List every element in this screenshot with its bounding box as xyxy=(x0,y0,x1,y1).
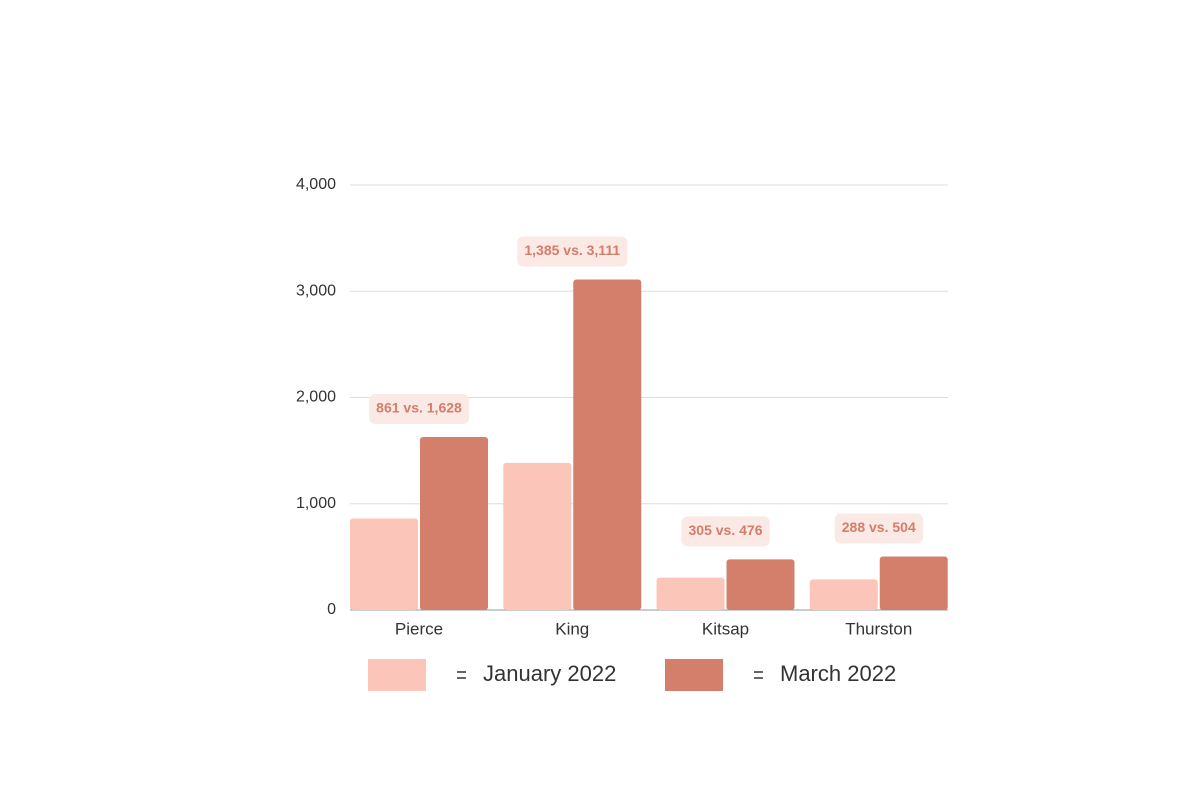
bar xyxy=(809,579,878,610)
annotation-box xyxy=(681,516,770,547)
annotation-text: 288 vs. 504 xyxy=(842,519,916,535)
legend-label: January 2022 xyxy=(483,661,616,686)
y-tick-label: 0 xyxy=(327,601,336,618)
bar xyxy=(420,437,488,610)
annotation: 288 vs. 504 xyxy=(834,513,923,544)
x-tick-label: Pierce xyxy=(395,619,443,638)
bar xyxy=(350,518,418,610)
legend-label: March 2022 xyxy=(780,661,896,686)
annotation-text: 1,385 vs. 3,111 xyxy=(524,242,620,258)
y-tick-label: 3,000 xyxy=(296,282,336,299)
annotation-box xyxy=(834,513,923,544)
y-tick-label: 1,000 xyxy=(296,495,336,512)
annotation: 1,385 vs. 3,111 xyxy=(517,236,628,267)
bar xyxy=(656,577,725,610)
annotation-box xyxy=(369,394,470,425)
x-tick-label: King xyxy=(555,619,589,638)
y-tick-label: 4,000 xyxy=(296,176,336,193)
x-tick-label: Kitsap xyxy=(702,619,749,638)
annotation-text: 305 vs. 476 xyxy=(689,522,763,538)
bar xyxy=(879,556,948,610)
x-tick-label: Thurston xyxy=(845,619,912,638)
annotation: 305 vs. 476 xyxy=(681,516,770,547)
legend-swatch xyxy=(368,659,426,691)
legend-swatch xyxy=(665,659,723,691)
y-tick-label: 2,000 xyxy=(296,389,336,406)
bar xyxy=(573,279,642,610)
annotation-text: 861 vs. 1,628 xyxy=(376,400,462,416)
bar xyxy=(726,559,795,610)
annotation-box xyxy=(517,236,628,267)
annotation: 861 vs. 1,628 xyxy=(369,394,470,425)
bar xyxy=(503,462,572,610)
